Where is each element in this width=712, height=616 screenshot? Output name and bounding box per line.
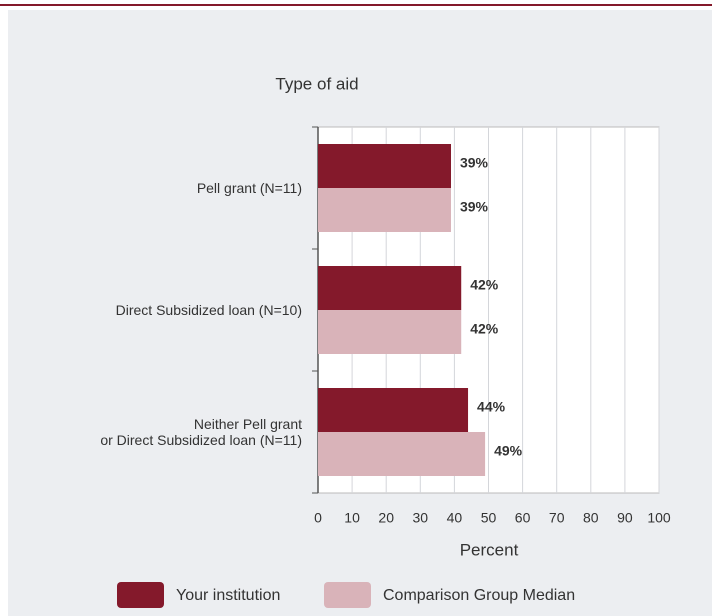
bar: [318, 388, 469, 432]
value-label: 39%: [460, 155, 489, 171]
bar: [318, 144, 451, 188]
value-label: 49%: [494, 443, 523, 459]
value-label: 44%: [477, 399, 506, 415]
x-tick-label: 40: [447, 510, 463, 526]
bar: [318, 432, 486, 476]
x-tick-label: 80: [583, 510, 599, 526]
y-tick-label: Direct Subsidized loan (N=10): [115, 302, 302, 318]
bar: [318, 310, 462, 354]
x-tick-label: 0: [314, 510, 322, 526]
legend-swatch: [324, 582, 371, 608]
x-tick-label: 90: [617, 510, 633, 526]
legend-label: Comparison Group Median: [383, 587, 575, 604]
bar: [318, 188, 451, 232]
x-tick-label: 60: [515, 510, 531, 526]
x-tick-label: 70: [549, 510, 565, 526]
value-label: 42%: [470, 277, 499, 293]
value-label: 42%: [470, 321, 499, 337]
x-tick-label: 10: [344, 510, 360, 526]
x-axis-title: Percent: [460, 540, 519, 559]
x-tick-label: 50: [481, 510, 497, 526]
top-rule: [0, 4, 712, 6]
y-tick-label: Pell grant (N=11): [196, 180, 302, 196]
x-tick-label: 100: [647, 510, 671, 526]
x-tick-label: 20: [378, 510, 394, 526]
value-label: 39%: [460, 199, 489, 215]
y-tick-label: Neither Pell grant or Direct Subsidized …: [100, 416, 302, 448]
legend-swatch: [117, 582, 164, 608]
legend-label: Your institution: [176, 587, 280, 604]
x-tick-label: 30: [413, 510, 429, 526]
bar: [318, 266, 462, 310]
y-axis-title: Type of aid: [275, 74, 358, 93]
